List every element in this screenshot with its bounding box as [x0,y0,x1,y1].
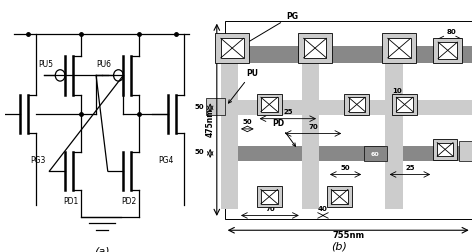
Text: (a): (a) [94,245,109,252]
Bar [225,22,472,219]
Text: PD2: PD2 [121,196,137,205]
Bar [256,186,282,208]
Text: PG4: PG4 [158,155,173,164]
Bar [388,39,410,59]
Bar [225,101,472,116]
Bar [206,99,225,116]
Bar [261,190,278,204]
Bar [215,34,249,64]
Text: 70: 70 [265,205,275,211]
Text: (b): (b) [331,240,347,250]
Text: PG3: PG3 [30,155,46,164]
Text: 10: 10 [392,88,402,94]
Bar [392,94,417,116]
Bar [459,142,472,161]
Text: 755nm: 755nm [332,230,364,239]
Bar [261,98,278,112]
Bar [256,94,282,116]
Bar [298,34,332,64]
Bar [302,47,319,161]
Text: 50: 50 [195,103,204,109]
Bar [385,47,402,161]
Bar [348,98,365,112]
Text: 25: 25 [283,109,292,114]
Bar [225,47,435,64]
Bar [225,146,435,161]
Text: 50: 50 [341,164,350,170]
Text: PU6: PU6 [96,60,111,69]
Text: PU5: PU5 [38,60,53,69]
Text: 475nm: 475nm [206,107,215,136]
Text: PU: PU [228,69,258,104]
Text: PD: PD [273,119,295,147]
Bar [221,160,238,209]
Bar [331,190,348,204]
Bar [327,186,352,208]
Bar [435,47,472,64]
Text: 50: 50 [195,149,204,155]
Text: PD1: PD1 [63,196,78,205]
Bar [437,143,453,156]
Bar [344,94,369,116]
Bar [435,146,472,161]
Text: 80: 80 [446,29,456,35]
Bar [433,140,457,160]
Bar [302,160,319,209]
Bar [221,39,244,59]
Text: 40: 40 [318,205,328,211]
Bar [396,98,413,112]
Bar [438,43,457,59]
Bar [304,39,327,59]
Bar [385,160,402,209]
Text: 50: 50 [243,119,252,125]
Text: 25: 25 [405,164,415,170]
Bar [221,47,238,161]
Bar [433,39,462,64]
Text: 60: 60 [371,151,380,156]
Text: 70: 70 [308,123,318,129]
Bar [364,146,387,161]
Bar [382,34,417,64]
Text: PG: PG [241,12,298,47]
